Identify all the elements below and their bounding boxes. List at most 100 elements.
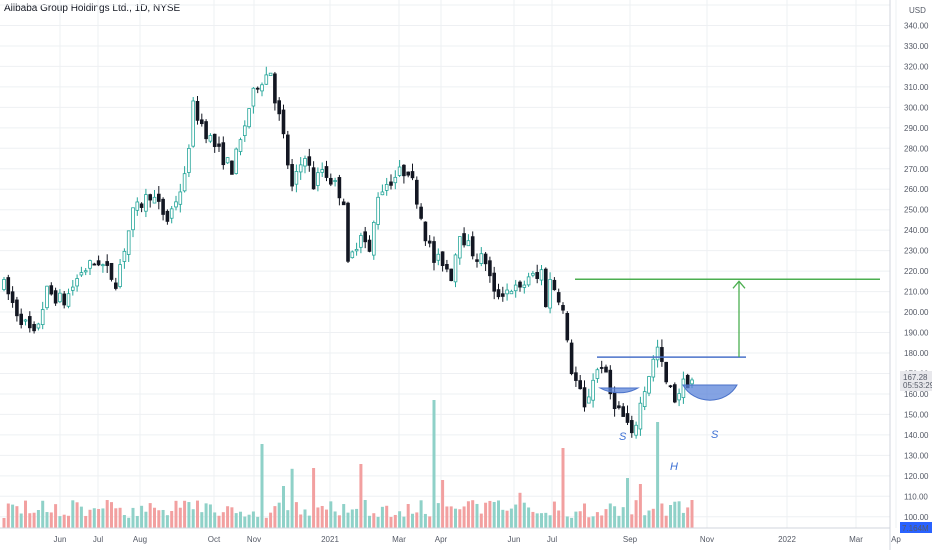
volume-bar: [135, 515, 139, 528]
volume-bar: [346, 512, 350, 528]
candle-body: [6, 277, 11, 295]
volume-bar: [234, 513, 238, 528]
right-shoulder-label: S: [711, 429, 719, 441]
candle-body: [419, 206, 423, 219]
x-tick-label: Apr: [435, 535, 448, 544]
volume-bar: [264, 517, 268, 528]
volume-bar: [243, 516, 247, 528]
candle-body: [49, 285, 54, 295]
candle-body: [544, 268, 548, 308]
candle-body: [290, 164, 294, 187]
candle-body: [27, 316, 32, 329]
volume-bar: [19, 513, 23, 528]
y-tick-label: 250.00: [904, 206, 929, 215]
volume-bar: [441, 480, 445, 528]
volume-bar: [165, 515, 169, 528]
y-tick-label: 220.00: [904, 267, 929, 276]
x-tick-label: Jun: [54, 535, 67, 544]
y-tick-label: 150.00: [904, 410, 929, 419]
y-tick-label: 130.00: [904, 451, 929, 460]
volume-bar: [312, 468, 316, 528]
x-tick-label: Nov: [700, 535, 714, 544]
candle-body: [135, 201, 140, 211]
volume-bar: [630, 514, 634, 528]
candle-body: [341, 201, 346, 206]
candle-body: [15, 299, 19, 317]
volume-bar: [540, 513, 543, 528]
left-shoulder-shape: [598, 387, 640, 394]
candle-body: [354, 248, 359, 252]
volume-bar: [221, 512, 225, 528]
candle-body: [88, 260, 92, 269]
candle-body: [393, 176, 398, 184]
volume-bar: [445, 506, 449, 528]
volume-bar: [153, 507, 156, 528]
y-tick-label: 330.00: [904, 42, 929, 51]
volume-bar: [157, 510, 161, 528]
candle-body: [66, 293, 71, 307]
candle-body: [191, 100, 196, 147]
volume-bar: [178, 507, 182, 528]
candle-body: [139, 203, 144, 208]
volume-bar: [350, 509, 354, 528]
candle-body: [638, 402, 643, 430]
volume-bar: [114, 508, 118, 528]
volume-bar: [239, 511, 242, 528]
y-tick-label: 230.00: [904, 247, 929, 256]
candle-body: [690, 379, 694, 385]
volume-bar: [587, 517, 591, 528]
volume-bar: [518, 492, 522, 528]
volume-bar: [337, 515, 341, 528]
candle-body: [45, 285, 49, 309]
volume-bar: [578, 511, 582, 528]
candle-body: [526, 276, 531, 286]
volume-bar: [423, 513, 427, 528]
candle-body: [10, 291, 15, 303]
candle-body: [307, 156, 312, 166]
volume-bar: [6, 503, 10, 528]
candle-body: [118, 264, 122, 287]
volume-bar: [54, 504, 58, 528]
y-tick-label: 210.00: [904, 288, 929, 297]
volume-bar: [84, 515, 88, 528]
candle-body: [156, 193, 161, 202]
candle-body: [578, 380, 582, 390]
candle-body: [71, 286, 75, 291]
candle-body: [79, 272, 84, 276]
volume-bar: [230, 507, 234, 528]
candle-body: [285, 134, 290, 166]
volume-bar: [509, 508, 513, 528]
candle-body: [328, 177, 333, 185]
candle-body: [303, 158, 307, 167]
y-tick-label: 160.00: [904, 390, 929, 399]
volume-bar: [183, 500, 187, 528]
candle-body: [204, 121, 208, 140]
volume-bar: [260, 444, 264, 528]
candle-body: [513, 284, 518, 292]
candle-body: [445, 263, 449, 270]
candle-body: [531, 272, 535, 276]
volume-bar: [140, 505, 144, 528]
candle-body: [500, 293, 505, 297]
candle-body: [604, 366, 608, 373]
x-tick-label: 2021: [321, 535, 339, 544]
volume-bar: [454, 508, 457, 528]
pattern-layer: S H S: [575, 278, 880, 473]
candle-body: [131, 207, 135, 231]
candle-body: [320, 169, 324, 173]
candle-body: [617, 405, 621, 409]
volume-bar: [617, 515, 621, 528]
volume-bar: [110, 502, 113, 528]
volume-bar: [656, 422, 660, 528]
volume-bar: [466, 501, 470, 528]
candle-body: [535, 272, 539, 279]
candle-body: [556, 292, 561, 303]
candle-body: [273, 73, 277, 104]
candle-body: [587, 396, 591, 404]
candle-body: [565, 313, 570, 341]
volume-bar: [505, 510, 509, 528]
volume-bar: [565, 516, 569, 528]
candle-body: [436, 253, 441, 261]
volume-bar: [522, 502, 526, 528]
